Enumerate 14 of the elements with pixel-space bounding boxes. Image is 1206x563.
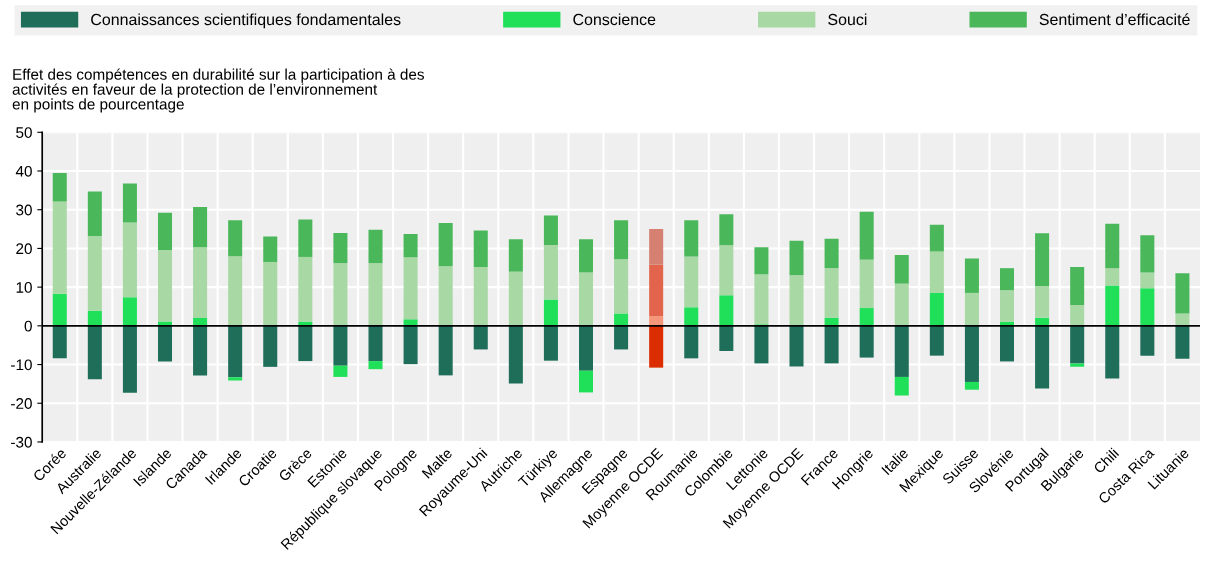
y-tick-label: 10: [16, 282, 32, 293]
y-axis-title: Effet des compétences en durabilité sur la participation à des activités en faveur de la protection de l’environnement en points de pourcentage: [12, 68, 424, 113]
y-tick-label: 40: [15, 165, 32, 177]
y-tick-label: -10: [11, 359, 32, 371]
y-tick-label: -30: [11, 436, 32, 448]
legend-label: Connaissances scientifiques fondamentales: [91, 13, 401, 29]
legend-label: Conscience: [573, 13, 656, 26]
y-tick-label: 0: [24, 320, 32, 332]
legend-label: Souci: [828, 13, 867, 26]
y-tick-label: -20: [11, 398, 32, 409]
legend-label: Sentiment d’efficacité: [1039, 13, 1190, 26]
y-tick-label: 20: [16, 243, 32, 255]
y-tick-label: 50: [16, 127, 32, 138]
y-tick-label: 30: [16, 204, 32, 216]
